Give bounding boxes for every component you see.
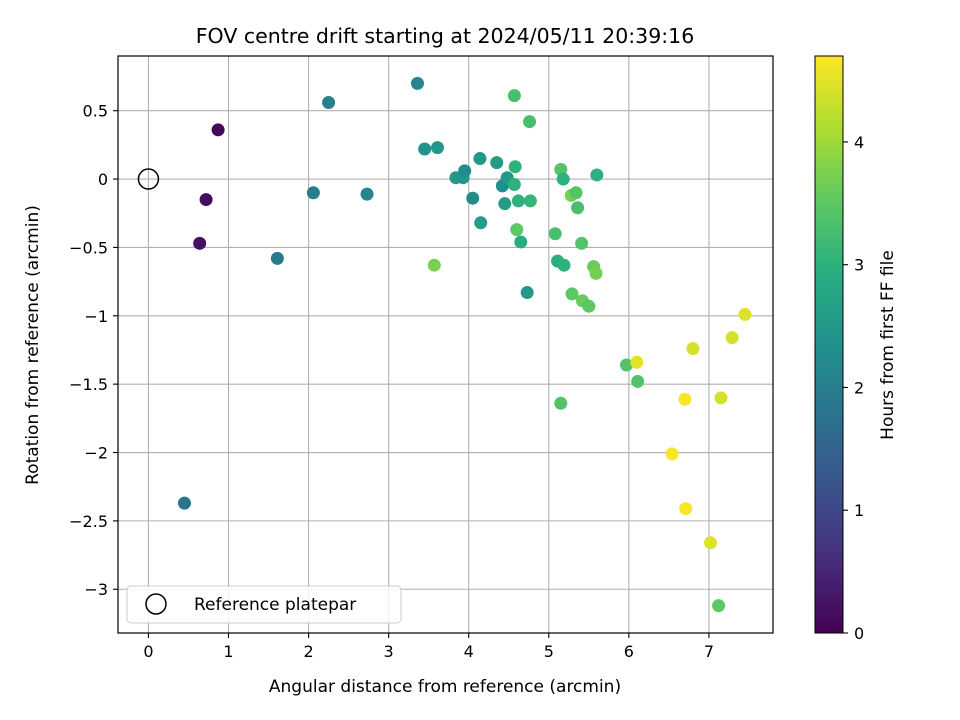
data-point bbox=[665, 447, 679, 461]
data-point bbox=[410, 76, 424, 90]
colorbar-tick-label: 1 bbox=[854, 501, 864, 520]
data-point bbox=[679, 502, 693, 516]
x-tick-label: 4 bbox=[464, 642, 474, 661]
data-point bbox=[714, 391, 728, 405]
y-tick-label: −1 bbox=[84, 307, 108, 326]
y-tick-label: −2 bbox=[84, 444, 108, 463]
data-point bbox=[523, 194, 537, 208]
legend-box bbox=[126, 585, 402, 624]
x-tick-label: 7 bbox=[704, 642, 714, 661]
data-point bbox=[738, 307, 752, 321]
data-point bbox=[571, 201, 585, 215]
data-point bbox=[557, 258, 571, 272]
data-point bbox=[507, 89, 521, 103]
y-axis-ticks: −3 −2.5 −2 −1.5 −1 −0.5 0 0.5 bbox=[69, 102, 118, 599]
data-point bbox=[575, 236, 589, 250]
data-point bbox=[360, 187, 374, 201]
data-point bbox=[211, 123, 225, 137]
x-tick-label: 1 bbox=[223, 642, 233, 661]
data-point bbox=[556, 172, 570, 186]
data-point bbox=[520, 286, 534, 300]
colorbar: 0 1 2 3 4 Hours from first FF file bbox=[814, 55, 898, 643]
legend: Reference platepar bbox=[126, 585, 402, 624]
data-point bbox=[508, 160, 522, 174]
data-point bbox=[490, 156, 504, 170]
data-point bbox=[523, 115, 537, 129]
data-point bbox=[554, 396, 568, 410]
x-axis-title: Angular distance from reference (arcmin) bbox=[269, 677, 621, 697]
data-point bbox=[511, 194, 525, 208]
data-point bbox=[589, 266, 603, 280]
y-tick-label: −1.5 bbox=[69, 375, 108, 394]
data-point bbox=[548, 227, 562, 241]
data-point bbox=[582, 299, 596, 313]
x-tick-label: 6 bbox=[624, 642, 634, 661]
reference-platepar-marker bbox=[137, 168, 160, 190]
data-point bbox=[507, 178, 521, 192]
y-axis-title: Rotation from reference (arcmin) bbox=[23, 205, 43, 485]
data-point bbox=[725, 331, 739, 345]
data-point bbox=[712, 599, 726, 613]
data-point bbox=[510, 223, 524, 237]
data-point bbox=[514, 235, 528, 249]
data-point bbox=[418, 142, 432, 156]
colorbar-tick-label: 0 bbox=[854, 624, 864, 643]
x-tick-label: 0 bbox=[143, 642, 153, 661]
legend-marker-open-circle bbox=[145, 593, 167, 615]
data-point bbox=[630, 355, 644, 369]
x-tick-label: 2 bbox=[303, 642, 313, 661]
y-tick-label: 0 bbox=[98, 170, 108, 189]
colorbar-ticks: 0 1 2 3 4 bbox=[843, 133, 864, 643]
data-point bbox=[631, 374, 645, 388]
x-tick-label: 5 bbox=[544, 642, 554, 661]
data-point bbox=[565, 287, 579, 301]
legend-label-reference-platepar: Reference platepar bbox=[194, 595, 356, 615]
data-point bbox=[427, 258, 441, 272]
data-point bbox=[306, 186, 320, 200]
y-tick-label: −2.5 bbox=[69, 512, 108, 531]
colorbar-tick-label: 2 bbox=[854, 378, 864, 397]
data-point bbox=[474, 216, 488, 230]
grid-lines bbox=[118, 56, 773, 633]
data-point bbox=[466, 191, 480, 205]
data-point bbox=[686, 342, 700, 356]
data-point bbox=[193, 236, 207, 250]
plot-frame bbox=[117, 55, 774, 634]
x-axis-ticks: 0 1 2 3 4 5 6 7 bbox=[143, 633, 714, 661]
colorbar-title: Hours from first FF file bbox=[878, 250, 898, 440]
data-point bbox=[498, 197, 512, 211]
data-point bbox=[678, 392, 692, 406]
y-tick-label: −0.5 bbox=[69, 238, 108, 257]
data-point bbox=[569, 186, 583, 200]
data-point bbox=[270, 251, 284, 265]
data-point bbox=[619, 358, 633, 372]
colorbar-tick-label: 4 bbox=[854, 133, 864, 152]
x-tick-label: 3 bbox=[384, 642, 394, 661]
y-tick-label: 0.5 bbox=[83, 102, 108, 121]
data-point bbox=[177, 496, 191, 510]
data-point bbox=[590, 168, 604, 182]
data-point bbox=[322, 95, 336, 109]
data-point bbox=[704, 536, 718, 550]
chart-title: FOV centre drift starting at 2024/05/11 … bbox=[196, 24, 695, 48]
y-tick-label: −3 bbox=[84, 580, 108, 599]
colorbar-tick-label: 3 bbox=[854, 256, 864, 275]
data-points bbox=[177, 76, 752, 613]
data-point bbox=[430, 141, 444, 155]
data-point bbox=[473, 152, 487, 166]
colorbar-gradient bbox=[814, 55, 844, 634]
data-point bbox=[199, 193, 213, 207]
data-point bbox=[458, 164, 472, 178]
